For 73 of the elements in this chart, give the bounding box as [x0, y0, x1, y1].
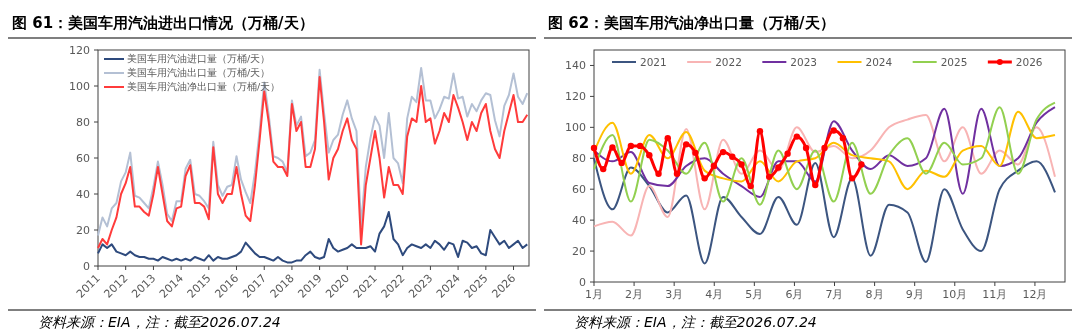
x-tick-label: 5月 — [745, 288, 764, 301]
x-tick-label: 2月 — [625, 288, 644, 301]
point — [618, 159, 625, 167]
point — [775, 164, 782, 171]
point — [839, 134, 847, 142]
point — [692, 149, 699, 157]
line-series — [97, 211, 529, 264]
point — [701, 175, 708, 182]
x-tick-label: 3月 — [665, 288, 684, 301]
point — [710, 162, 718, 170]
y-tick-label: 80 — [572, 152, 586, 166]
point — [729, 153, 736, 160]
x-tick-label: 12月 — [1022, 288, 1048, 301]
chart-title: 图 62：美国车用汽油净出口量（万桶/天） — [548, 14, 835, 32]
chart-title: 图 61：美国车用汽油进出口情况（万桶/天） — [12, 14, 314, 32]
point — [821, 144, 828, 152]
legend-label: 2024 — [865, 55, 893, 68]
y-tick-label: 100 — [565, 121, 586, 135]
y-tick-label: 140 — [565, 59, 586, 73]
x-tick-label: 7月 — [825, 288, 844, 301]
x-tick-label: 1月 — [585, 288, 603, 301]
point — [719, 148, 727, 156]
point — [664, 134, 671, 142]
point — [747, 182, 754, 190]
y-tick-label: 20 — [572, 244, 586, 258]
line-series — [593, 157, 1056, 265]
point — [600, 165, 607, 173]
point — [812, 181, 819, 189]
point — [673, 170, 681, 177]
point — [830, 127, 837, 134]
point — [784, 150, 791, 157]
y-tick-label: 0 — [579, 275, 586, 289]
legend-label: 2023 — [790, 55, 818, 68]
y-tick-label: 60 — [76, 151, 90, 165]
legend-label: 美国车用汽油进口量（万桶/天） — [127, 53, 271, 65]
point — [802, 144, 810, 152]
y-tick-label: 100 — [69, 79, 90, 93]
x-tick-label: 4月 — [705, 288, 724, 301]
legend-label: 美国车用汽油出口量（万桶/天） — [127, 67, 271, 79]
point — [683, 141, 690, 148]
y-tick-label: 20 — [76, 223, 90, 237]
x-tick-label: 8月 — [865, 288, 884, 301]
x-tick-label: 6月 — [785, 288, 804, 301]
text: 资料来源：EIA，注：截至2026.07.24 — [38, 314, 281, 330]
x-tick-label: 11月 — [982, 288, 1008, 301]
point — [636, 142, 644, 150]
legend-label: 2022 — [715, 55, 742, 68]
legend-label: 2021 — [640, 55, 667, 68]
y-tick-label: 40 — [572, 213, 586, 227]
point — [609, 144, 616, 151]
y-tick-label: 120 — [69, 43, 90, 57]
point — [738, 161, 745, 168]
legend-label: 2025 — [940, 55, 968, 68]
y-tick-label: 0 — [83, 259, 90, 273]
legend-label: 美国车用汽油净出口量（万桶/天） — [127, 81, 281, 93]
point — [793, 133, 801, 140]
x-tick-label: 9月 — [905, 288, 924, 301]
line-series — [593, 113, 1056, 237]
text: 资料来源：EIA，注：截至2026.07.24 — [574, 314, 817, 330]
y-tick-label: 80 — [76, 115, 90, 129]
point — [655, 170, 662, 177]
point — [646, 151, 653, 159]
point — [590, 144, 598, 152]
point — [765, 173, 773, 181]
y-tick-label: 60 — [572, 183, 586, 197]
point — [756, 128, 764, 135]
legend-label: 2026 — [1015, 55, 1043, 68]
point — [848, 175, 856, 182]
y-tick-label: 40 — [76, 187, 90, 201]
y-tick-label: 120 — [565, 90, 586, 104]
point — [858, 161, 865, 168]
point — [627, 142, 635, 150]
x-tick-label: 10月 — [942, 288, 968, 301]
